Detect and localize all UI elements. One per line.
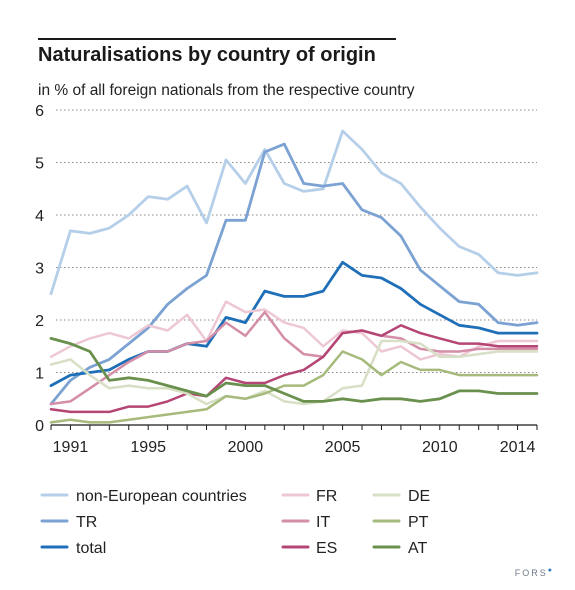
brand-logo: FORS● (515, 567, 552, 578)
legend-label-pt: PT (408, 514, 429, 531)
series-line-pt (49, 350, 539, 424)
y-tick-label-1: 1 (35, 366, 44, 383)
y-tick-label-2: 2 (35, 313, 44, 330)
series-line-de (49, 339, 539, 406)
legend-label-it: IT (316, 514, 330, 531)
y-tick-label-6: 6 (35, 103, 44, 120)
legend-label-non-european-countries: non-European countries (76, 488, 247, 505)
legend-label-total: total (76, 540, 106, 557)
legend-label-es: ES (316, 540, 337, 557)
x-tick-label-1991: 1991 (53, 439, 89, 456)
chart-title: Naturalisations by country of origin (38, 44, 376, 66)
y-tick-label-5: 5 (35, 156, 44, 173)
y-tick-label-0: 0 (35, 418, 44, 435)
series-line-tr (49, 142, 539, 406)
legend-label-tr: TR (76, 514, 97, 531)
series-line-total (49, 260, 539, 387)
brand-name: FORS (514, 568, 548, 578)
x-tick-label-2014: 2014 (500, 439, 536, 456)
legend-label-at: AT (408, 540, 427, 557)
series-line-it (49, 310, 539, 406)
legend-label-fr: FR (316, 488, 337, 505)
series-line-at (49, 337, 539, 403)
y-tick-label-4: 4 (35, 208, 44, 225)
x-tick-label-1995: 1995 (130, 439, 166, 456)
y-tick-label-3: 3 (35, 261, 44, 278)
x-tick-label-2000: 2000 (228, 439, 264, 456)
series-line-es (49, 324, 539, 414)
x-tick-label-2010: 2010 (422, 439, 458, 456)
x-tick-label-2005: 2005 (325, 439, 361, 456)
series-line-non-european-countries (49, 129, 539, 296)
brand-dot-icon: ● (547, 567, 552, 574)
title-rule (38, 38, 396, 40)
chart-subtitle: in % of all foreign nationals from the r… (38, 82, 415, 99)
legend-label-de: DE (408, 488, 430, 505)
